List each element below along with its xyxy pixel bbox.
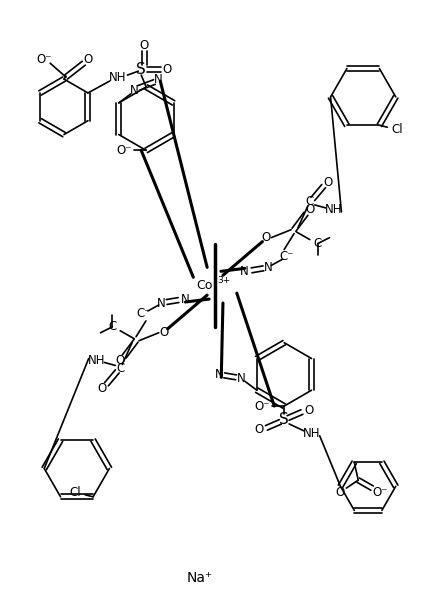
Text: Cl: Cl [392, 123, 403, 136]
Text: S: S [136, 62, 146, 76]
Text: O: O [323, 175, 332, 189]
Text: 3+: 3+ [217, 276, 230, 285]
Text: O: O [159, 326, 168, 339]
Text: C⁻: C⁻ [279, 250, 293, 263]
Text: O: O [162, 63, 172, 76]
Text: O: O [336, 486, 345, 499]
Text: O: O [116, 354, 125, 367]
Text: O: O [83, 53, 92, 66]
Text: S: S [279, 412, 289, 428]
Text: N: N [237, 372, 245, 385]
Text: N: N [157, 296, 166, 310]
Text: N: N [215, 368, 224, 381]
Text: O: O [98, 382, 107, 395]
Text: O: O [305, 203, 314, 216]
Text: NH: NH [303, 427, 321, 441]
Text: O⁻: O⁻ [117, 144, 132, 157]
Text: N: N [264, 261, 273, 274]
Text: C: C [116, 362, 124, 375]
Text: NH: NH [109, 71, 126, 84]
Text: NH: NH [325, 203, 342, 216]
Text: Co: Co [197, 279, 213, 291]
Text: C: C [314, 237, 322, 250]
Text: O: O [304, 403, 314, 417]
Text: N: N [130, 84, 139, 98]
Text: Na⁺: Na⁺ [187, 571, 213, 585]
Text: O⁻: O⁻ [36, 53, 52, 66]
Text: C⁻: C⁻ [137, 307, 151, 320]
Text: C: C [108, 320, 117, 334]
Text: C: C [306, 196, 314, 208]
Text: O: O [255, 423, 264, 436]
Text: O: O [262, 231, 271, 244]
Text: Cl: Cl [70, 486, 81, 499]
Text: N: N [240, 265, 249, 278]
Text: N: N [181, 293, 190, 306]
Text: NH: NH [88, 354, 105, 367]
Text: O: O [140, 39, 149, 52]
Text: O⁻: O⁻ [254, 400, 270, 412]
Text: O⁻: O⁻ [372, 486, 388, 499]
Text: N: N [154, 73, 162, 86]
